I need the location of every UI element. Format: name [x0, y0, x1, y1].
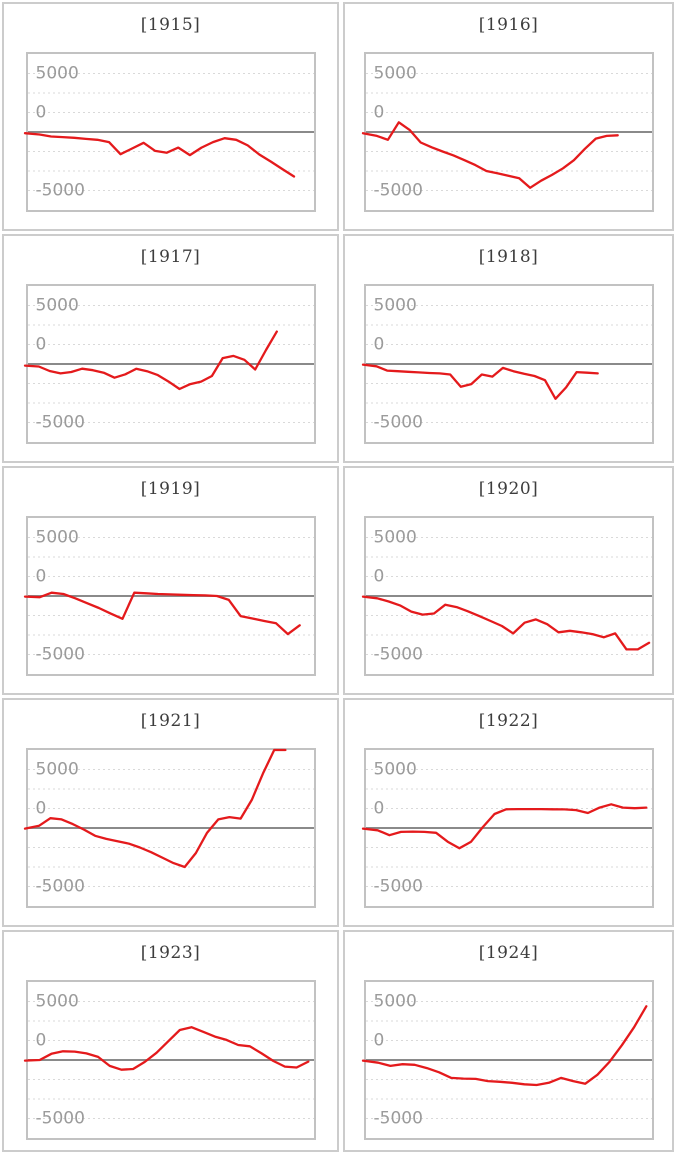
- chart-title: [1919]: [140, 479, 201, 499]
- plot-area: 5000 0 -5000: [361, 980, 654, 1140]
- chart-card-1915: [1915] 5000 0 -5000: [2, 2, 339, 231]
- chart-title: [1916]: [478, 15, 539, 35]
- plot-area: 5000 0 -5000: [361, 52, 654, 212]
- chart-card-1918: [1918] 5000 0 -5000: [343, 234, 674, 463]
- plot-area: 5000 0 -5000: [23, 980, 316, 1140]
- chart-card-1917: [1917] 5000 0 -5000: [2, 234, 339, 463]
- chart-title: [1920]: [478, 479, 539, 499]
- chart-card-1923: [1923] 5000 0 -5000: [2, 930, 339, 1152]
- line-chart-svg: [23, 1001, 314, 1119]
- plot-area: 5000 0 -5000: [361, 748, 654, 908]
- plot-area: 5000 0 -5000: [23, 52, 316, 212]
- chart-title: [1923]: [140, 943, 201, 963]
- plot-area: 5000 0 -5000: [361, 284, 654, 444]
- chart-card-1916: [1916] 5000 0 -5000: [343, 2, 674, 231]
- plot-area: 5000 0 -5000: [23, 284, 316, 444]
- chart-title: [1918]: [478, 247, 539, 267]
- plot-area: 5000 0 -5000: [361, 516, 654, 676]
- line-chart-svg: [23, 305, 314, 423]
- chart-title: [1915]: [140, 15, 201, 35]
- line-chart-svg: [361, 769, 652, 887]
- line-chart-svg: [361, 537, 652, 655]
- plot-area: 5000 0 -5000: [23, 748, 316, 908]
- line-chart-svg: [361, 305, 652, 423]
- chart-title: [1924]: [478, 943, 539, 963]
- chart-title: [1922]: [478, 711, 539, 731]
- plot-area: 5000 0 -5000: [23, 516, 316, 676]
- line-chart-svg: [23, 73, 314, 191]
- chart-card-1919: [1919] 5000 0 -5000: [2, 466, 339, 695]
- chart-card-1922: [1922] 5000 0 -5000: [343, 698, 674, 927]
- line-chart-svg: [23, 748, 314, 887]
- chart-title: [1921]: [140, 711, 201, 731]
- chart-card-1921: [1921] 5000 0 -5000: [2, 698, 339, 927]
- chart-card-1920: [1920] 5000 0 -5000: [343, 466, 674, 695]
- chart-card-1924: [1924] 5000 0 -5000: [343, 930, 674, 1152]
- line-chart-svg: [361, 73, 652, 191]
- line-chart-svg: [361, 1001, 652, 1119]
- chart-title: [1917]: [140, 247, 201, 267]
- line-chart-svg: [23, 537, 314, 655]
